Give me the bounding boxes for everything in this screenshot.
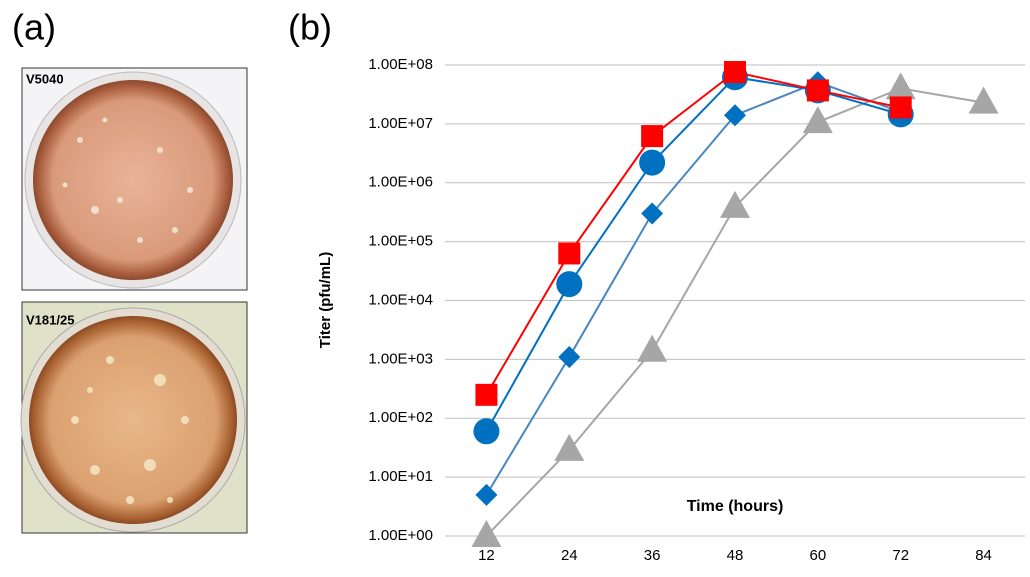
marker <box>473 418 500 445</box>
panel-label: (a) <box>12 7 56 48</box>
photo: V5040 <box>21 67 248 291</box>
x-tick-label: 60 <box>810 547 827 564</box>
series-line <box>485 87 984 537</box>
x-tick-label: 84 <box>975 547 992 564</box>
photo-label: V181/25 <box>26 312 74 327</box>
marker <box>802 106 833 134</box>
series-line <box>485 81 902 496</box>
y-tick-label: 1.00E+03 <box>368 350 433 367</box>
marker <box>554 433 585 461</box>
marker <box>558 242 581 265</box>
x-tick-label: 72 <box>892 547 909 564</box>
x-tick-label: 36 <box>644 547 661 564</box>
marker <box>806 79 829 102</box>
marker <box>885 72 916 100</box>
y-tick-label: 1.00E+06 <box>368 174 433 191</box>
marker <box>558 345 581 368</box>
marker <box>641 202 664 225</box>
y-tick-label: 1.00E+02 <box>368 409 433 426</box>
marker <box>968 86 999 114</box>
y-tick-label: 1.00E+07 <box>368 115 433 132</box>
marker <box>639 149 666 176</box>
marker <box>637 334 668 362</box>
series-line <box>485 76 901 432</box>
panel-label: (b) <box>288 7 332 48</box>
y-tick-label: 1.00E+08 <box>368 56 433 73</box>
photo-label: V5040 <box>26 71 64 86</box>
marker <box>641 125 664 148</box>
y-axis-label: Titer (pfu/mL) <box>317 252 334 348</box>
y-tick-label: 1.00E+05 <box>368 233 433 250</box>
photo: V181/25 <box>20 301 248 534</box>
series-line <box>485 70 901 396</box>
marker <box>720 190 750 218</box>
y-tick-label: 1.00E+00 <box>368 527 433 544</box>
marker <box>475 383 498 406</box>
marker <box>475 483 498 506</box>
x-tick-label: 12 <box>478 547 495 564</box>
marker <box>889 96 912 119</box>
y-tick-label: 1.00E+01 <box>368 468 433 485</box>
marker <box>556 271 583 298</box>
y-tick-label: 1.00E+04 <box>368 291 433 308</box>
marker <box>724 61 746 84</box>
x-tick-label: 48 <box>727 547 744 564</box>
x-axis-label: Time (hours) <box>687 498 784 515</box>
marker <box>724 104 746 127</box>
marker <box>471 520 502 547</box>
x-tick-label: 24 <box>561 547 578 564</box>
